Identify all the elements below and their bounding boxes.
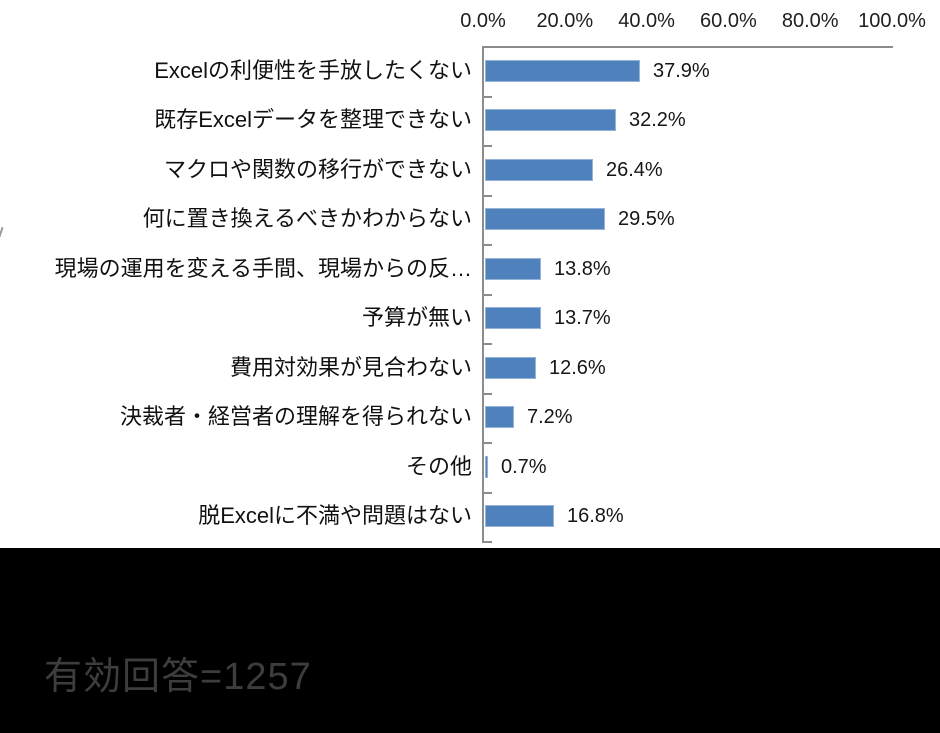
bar [485, 455, 488, 478]
category-label: 費用対効果が見合わない [229, 354, 472, 380]
y-axis-tick [482, 541, 492, 543]
category-label: マクロや関数の移行ができない [163, 156, 472, 182]
y-axis-tick [482, 392, 492, 395]
y-axis-tick [482, 194, 492, 197]
bar [485, 505, 554, 528]
x-axis-tick-label: 20.0% [536, 10, 594, 32]
category-label: その他 [405, 453, 472, 479]
category-label: Excelの利便性を手放したくない [154, 57, 472, 83]
value-label: 13.7% [554, 307, 611, 330]
value-label: 0.7% [501, 455, 547, 478]
value-label: 26.4% [606, 158, 663, 181]
stray-mark [0, 226, 4, 238]
y-axis-tick [482, 293, 492, 296]
y-axis-tick [482, 145, 492, 147]
y-axis-tick [482, 46, 492, 48]
category-label: 脱Excelに不満や問題はない [198, 503, 472, 529]
bar [485, 356, 536, 379]
bar [485, 109, 616, 132]
x-axis-tick-label: 40.0% [618, 10, 675, 32]
value-label: 16.8% [567, 505, 624, 528]
bar [485, 406, 514, 429]
category-label: 何に置き換えるべきかわからない [142, 206, 472, 232]
value-label: 12.6% [549, 356, 606, 379]
x-axis-tick-label: 0.0% [460, 10, 506, 32]
category-label: 既存Excelデータを整理できない [154, 107, 472, 133]
value-label: 32.2% [629, 109, 686, 132]
x-axis-line [483, 46, 893, 48]
bar [485, 257, 541, 280]
x-axis-tick-label: 60.0% [700, 10, 757, 32]
y-axis-tick [482, 244, 492, 246]
value-label: 29.5% [618, 208, 675, 231]
y-axis-tick [482, 343, 492, 345]
bar [485, 158, 593, 181]
y-axis-tick [482, 95, 492, 98]
category-label: 現場の運用を変える手間、現場からの反… [54, 255, 472, 281]
value-label: 13.8% [554, 257, 611, 280]
footer-valid-responses-text: 有効回答=1257 [44, 656, 312, 698]
bar [485, 208, 605, 231]
bar [485, 59, 640, 82]
footer-band: 有効回答=1257 [0, 548, 940, 733]
x-axis-tick-label: 80.0% [781, 10, 839, 32]
bar [485, 307, 541, 330]
category-label: 決裁者・経営者の理解を得られない [119, 404, 472, 430]
category-label: 予算が無い [361, 305, 472, 331]
x-axis-tick-label: 100.0% [858, 10, 926, 32]
value-label: 7.2% [527, 406, 573, 429]
value-label: 37.9% [653, 59, 710, 82]
y-axis-tick [482, 442, 492, 444]
y-axis-tick [482, 491, 492, 494]
